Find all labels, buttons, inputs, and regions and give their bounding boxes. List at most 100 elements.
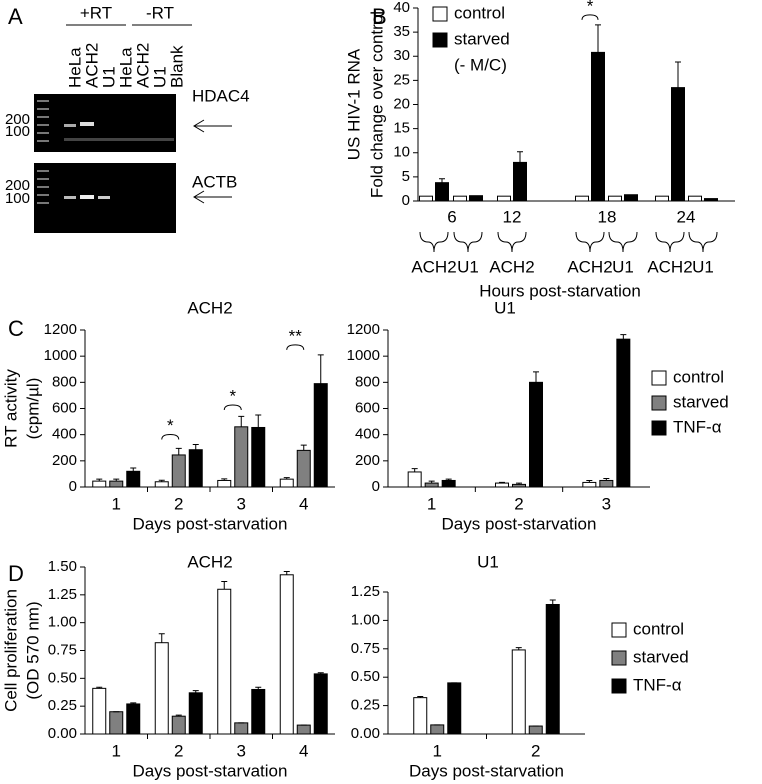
legend-swatch [432,32,448,48]
error-bar [192,443,199,450]
bar [217,479,232,488]
error-bar [175,447,182,455]
error-bar [516,482,522,485]
error-bar [515,647,522,650]
legend-label: TNF-α [673,417,722,436]
bar [529,381,543,488]
error-bar [221,478,228,481]
y-axis-title: Cell proliferation [1,589,20,712]
y-tick-label: 600 [355,399,380,416]
y-tick-label: 5 [402,168,410,185]
bar [296,449,311,488]
bar [188,449,203,488]
error-bar [130,467,137,472]
bar [513,161,527,202]
error-bar [445,478,452,481]
bar [234,426,249,488]
group-label: +RT [80,3,112,22]
significance-bracket [581,14,599,20]
error-bar [255,414,262,428]
x-tick-label: ACH2 [489,257,534,276]
legend-label: starved [454,29,510,48]
y-tick-label: 0.00 [48,725,77,742]
y-tick-label: 200 [52,452,77,469]
brace [688,231,718,253]
y-tick-label: 0 [372,478,380,495]
x-axis-title: Days post-starvation [133,514,288,533]
legend-label: starved [633,647,689,666]
marker-label: 100 [5,123,30,140]
y-tick-label: 0.50 [351,668,380,685]
bar [234,722,249,735]
bar [424,482,439,488]
x-tick-label: 4 [299,741,308,760]
bar [497,195,511,202]
legend-label: starved [673,392,729,411]
x-tick-label: ACH2 [567,257,612,276]
error-bar [428,480,435,484]
error-bar [533,371,539,383]
error-bar [238,415,245,427]
marker-label: 200 [5,111,30,128]
y-tick-label: 0.00 [351,725,380,742]
x-tick-label: U1 [612,257,634,276]
y-tick-label: 15 [393,120,410,137]
x-tick-label: 2 [174,741,183,760]
bar [217,588,232,735]
x-axis-title: Days post-starvation [133,761,288,780]
error-bar [113,478,120,482]
y-tick-label: 1.00 [351,611,380,628]
legend-label: control [454,3,505,22]
error-bar [300,444,307,451]
error-bar [96,686,103,689]
bar [608,195,622,202]
bar [419,195,433,202]
y-axis-title: US HIV-1 RNA [344,48,363,160]
error-bar [549,599,556,605]
bar [171,715,186,735]
bar [188,692,203,735]
legend-note: (- M/C) [454,55,507,74]
arrow [193,190,232,204]
y-axis-title: (cpm/µl) [23,378,42,440]
bar [582,481,597,488]
bar [407,471,422,488]
x-tick-label: U1 [457,257,479,276]
significance-label: * [167,416,174,435]
bar [92,480,107,488]
chart-title: ACH2 [187,552,232,571]
gene-label: ACTB [192,172,237,191]
error-bar [192,690,199,693]
bar [704,198,718,202]
bar [109,711,124,735]
chart-title: U1 [494,298,516,317]
bar [313,383,328,488]
y-tick-label: 0 [402,192,410,209]
y-tick-label: 800 [355,373,380,390]
bar [109,480,124,488]
bar [447,682,462,735]
legend-swatch [651,395,667,411]
gene-label: HDAC4 [192,86,250,105]
y-tick-label: 0.75 [351,640,380,657]
legend-swatch [651,370,667,386]
error-bar [517,151,523,163]
bar [126,470,141,488]
bar [511,649,526,735]
bar [413,697,428,735]
x-tick-label: 3 [602,494,611,513]
bar [435,182,449,202]
error-bar [96,478,103,482]
chart-title: U1 [477,552,499,571]
chart-title: ACH2 [187,298,232,317]
legend-label: control [633,619,684,638]
legend-swatch [611,650,627,666]
brace [497,231,527,253]
legend-swatch [432,6,448,22]
x-tick-label: 3 [237,494,246,513]
brace [608,231,638,253]
legend-swatch [651,420,667,436]
brace [419,231,449,253]
legend-swatch [611,678,627,694]
